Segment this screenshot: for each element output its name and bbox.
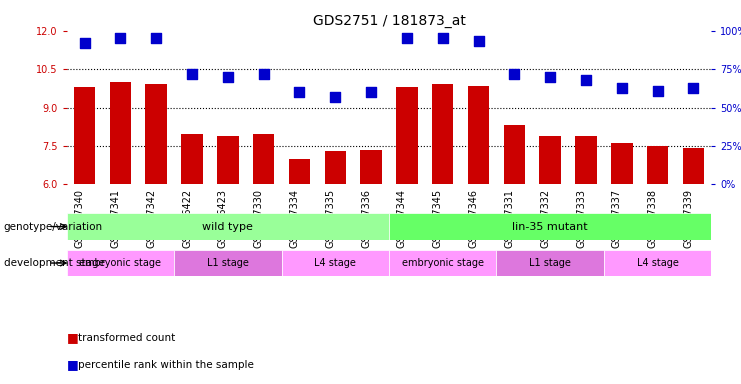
Bar [110,82,131,184]
Bar [182,134,203,184]
Point [293,89,305,95]
Point [688,84,700,91]
Bar [539,136,561,184]
Text: lin-35 mutant: lin-35 mutant [512,222,588,232]
Text: L4 stage: L4 stage [314,258,356,268]
Bar [575,136,597,184]
Point [616,84,628,91]
Point [150,35,162,41]
FancyBboxPatch shape [174,250,282,276]
FancyBboxPatch shape [389,213,711,240]
Point [508,71,520,77]
Bar [468,86,489,184]
FancyBboxPatch shape [389,250,496,276]
Bar [74,87,96,184]
Point [222,74,234,80]
Text: development stage: development stage [4,258,104,268]
Point [652,88,664,94]
Point [79,40,90,46]
Bar [289,159,310,184]
Title: GDS2751 / 181873_at: GDS2751 / 181873_at [313,14,465,28]
Bar [360,150,382,184]
Text: embryonic stage: embryonic stage [79,258,162,268]
Point [545,74,556,80]
Text: ■: ■ [67,358,79,371]
Bar [682,149,704,184]
Point [186,71,198,77]
Point [365,89,377,95]
FancyBboxPatch shape [496,250,604,276]
FancyBboxPatch shape [604,250,711,276]
Point [114,35,126,41]
Point [473,38,485,45]
Text: transformed count: transformed count [78,333,175,343]
Bar [145,84,167,184]
Bar [504,126,525,184]
Point [329,94,341,100]
Point [437,35,449,41]
Text: L1 stage: L1 stage [529,258,571,268]
Bar [647,146,668,184]
Point [580,77,592,83]
Text: L4 stage: L4 stage [637,258,679,268]
Bar [611,143,633,184]
Bar [253,134,274,184]
Point [401,35,413,41]
FancyBboxPatch shape [282,250,389,276]
Text: percentile rank within the sample: percentile rank within the sample [78,360,253,370]
Text: embryonic stage: embryonic stage [402,258,484,268]
Text: genotype/variation: genotype/variation [4,222,103,232]
FancyBboxPatch shape [67,213,389,240]
Bar [396,87,418,184]
Text: L1 stage: L1 stage [207,258,249,268]
Bar [325,151,346,184]
Text: wild type: wild type [202,222,253,232]
Bar [432,84,453,184]
Text: ■: ■ [67,331,79,344]
Bar [217,136,239,184]
FancyBboxPatch shape [67,250,174,276]
Point [258,71,270,77]
